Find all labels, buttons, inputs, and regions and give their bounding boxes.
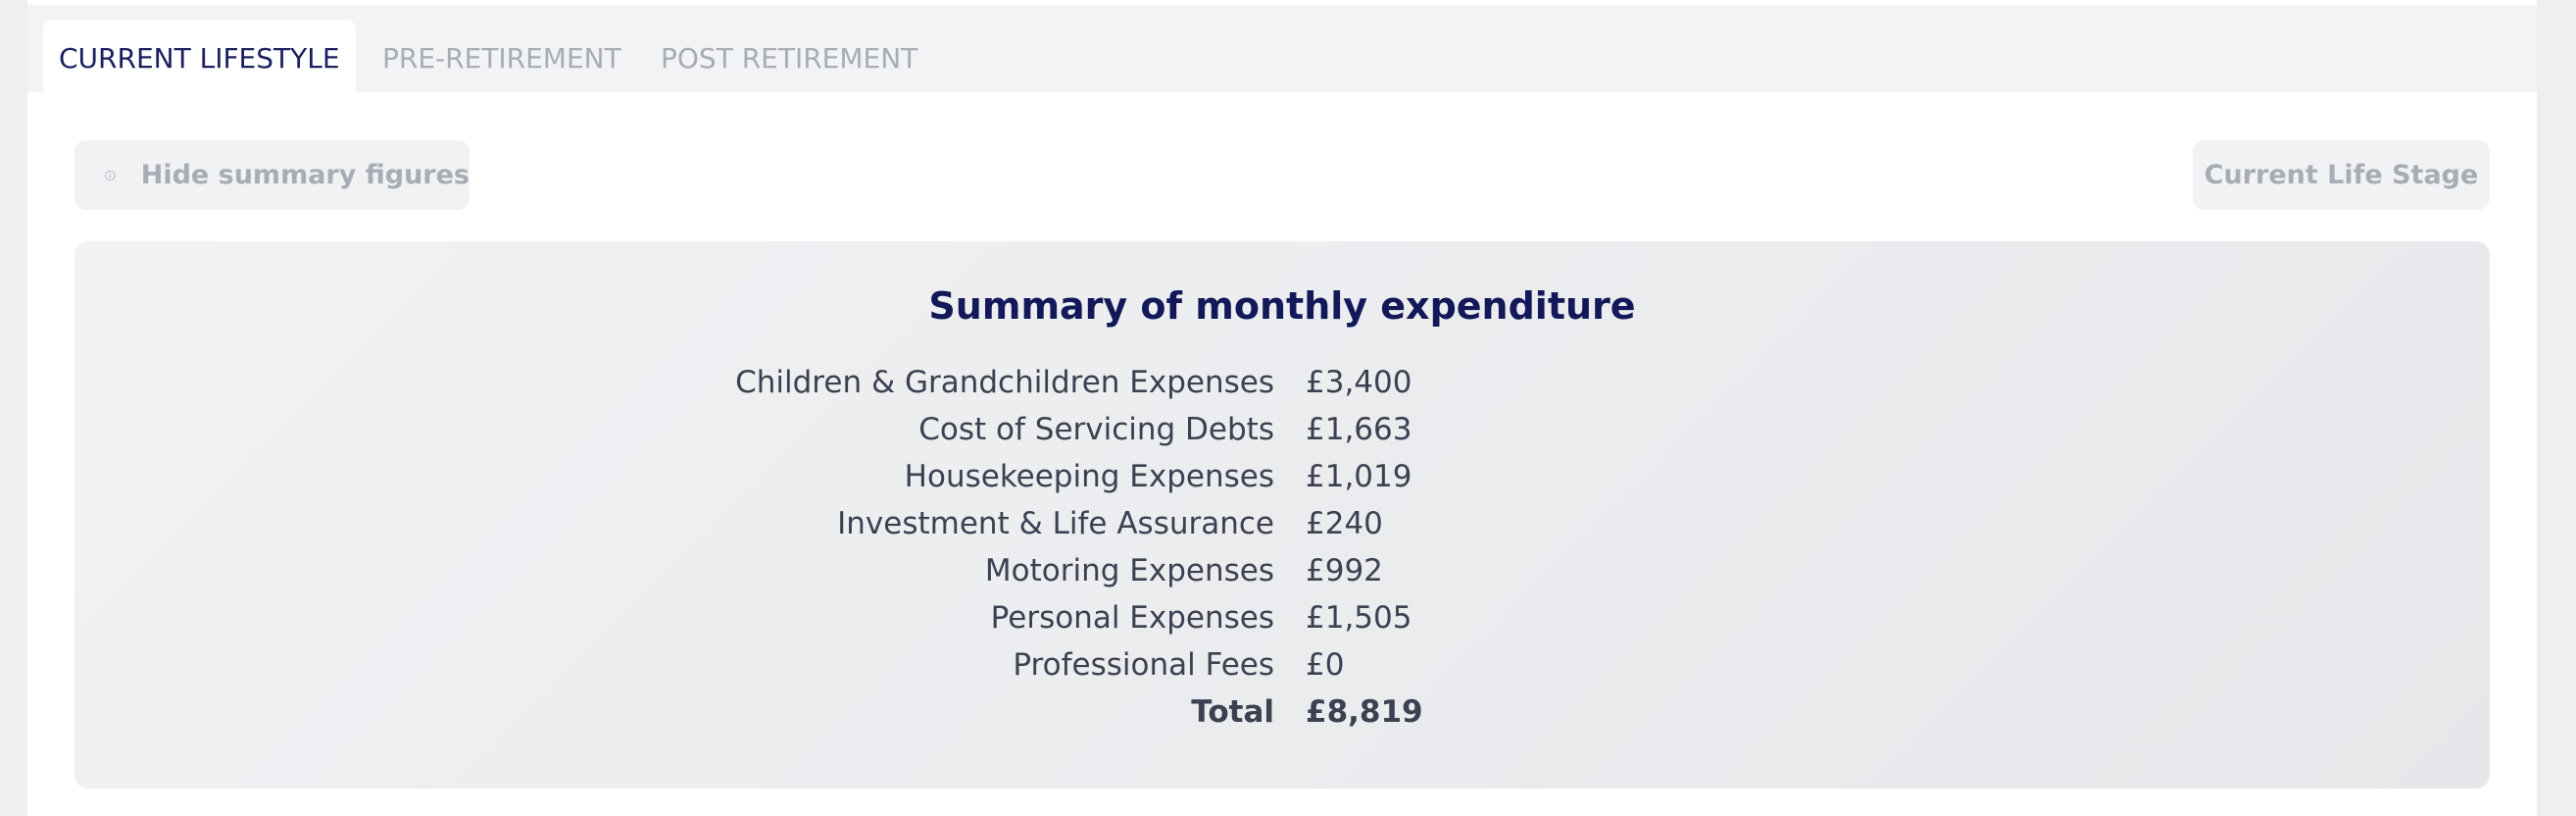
summary-row-label: Motoring Expenses [984,553,1274,588]
summary-row: Housekeeping Expenses £1,019 [74,459,2490,506]
summary-row-value: £1,019 [1306,459,1412,494]
summary-title: Summary of monthly expenditure [928,284,1636,328]
hide-summary-figures-button[interactable]: Hide summary figures [74,140,470,210]
summary-row-value: £0 [1306,647,1345,683]
hide-summary-figures-label: Hide summary figures [140,160,470,190]
summary-total-row: Total £8,819 [74,694,2490,741]
tab-current-lifestyle[interactable]: CURRENT LIFESTYLE [43,20,356,92]
tab-post-retirement[interactable]: POST RETIREMENT [661,42,918,75]
summary-row: Cost of Servicing Debts £1,663 [74,412,2490,459]
app-window: CURRENT LIFESTYLE PRE-RETIREMENT POST RE… [27,0,2537,816]
summary-row: Personal Expenses £1,505 [74,600,2490,647]
tab-bar: CURRENT LIFESTYLE PRE-RETIREMENT POST RE… [27,5,2537,92]
summary-row: Motoring Expenses £992 [74,553,2490,600]
summary-total-label: Total [1191,694,1274,730]
current-life-stage-label: Current Life Stage [2204,160,2479,190]
expenditure-summary-panel: Summary of monthly expenditure Children … [74,241,2490,789]
summary-rows: Children & Grandchildren Expenses £3,400… [74,365,2490,741]
summary-row-label: Cost of Servicing Debts [918,412,1274,447]
summary-row: Professional Fees £0 [74,647,2490,694]
info-icon [105,170,116,180]
summary-row-value: £1,663 [1306,412,1412,447]
summary-row-label: Investment & Life Assurance [837,506,1274,541]
tab-pre-retirement[interactable]: PRE-RETIREMENT [382,42,621,75]
summary-row: Investment & Life Assurance £240 [74,506,2490,553]
current-life-stage-button[interactable]: Current Life Stage [2193,140,2490,210]
summary-row-value: £992 [1306,553,1383,588]
summary-total-value: £8,819 [1306,694,1423,730]
summary-row-label: Professional Fees [1013,647,1274,683]
summary-row: Children & Grandchildren Expenses £3,400 [74,365,2490,412]
summary-row-value: £1,505 [1306,600,1412,636]
summary-row-value: £240 [1306,506,1383,541]
summary-row-label: Housekeeping Expenses [904,459,1274,494]
summary-row-label: Personal Expenses [990,600,1274,636]
summary-row-value: £3,400 [1306,365,1412,400]
summary-row-label: Children & Grandchildren Expenses [735,365,1274,400]
